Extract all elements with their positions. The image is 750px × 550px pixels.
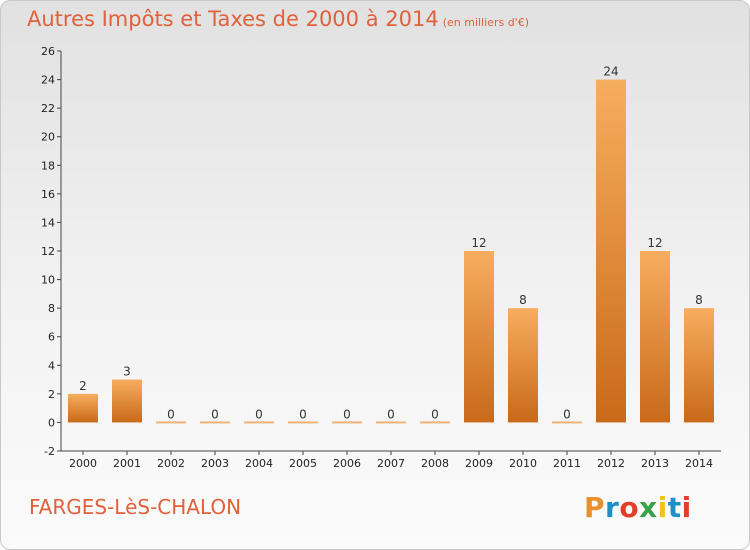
bar-2008 (420, 421, 450, 424)
y-tick-label: 16 (41, 188, 55, 201)
data-label-2005: 0 (299, 407, 307, 421)
y-tick-label: 14 (41, 216, 55, 229)
bar-2011 (552, 421, 582, 424)
bar-2014 (684, 308, 714, 423)
x-tick-label: 2006 (333, 457, 361, 470)
bar-2012 (596, 79, 626, 423)
y-tick-label: 10 (41, 274, 55, 287)
data-label-2011: 0 (563, 407, 571, 421)
chart-labels: 2 3 0 0 0 0 0 0 0 12 8 0 24 12 8 (79, 65, 703, 422)
bar-2007 (376, 421, 406, 424)
x-tick-label: 2008 (421, 457, 449, 470)
bar-2001 (112, 379, 142, 423)
x-tick-label: 2011 (553, 457, 581, 470)
bar-2013 (640, 251, 670, 423)
y-tick-label: 12 (41, 245, 55, 258)
x-tick-label: 2009 (465, 457, 493, 470)
x-tick-label: 2001 (113, 457, 141, 470)
y-tick-label: -2 (44, 445, 55, 458)
data-label-2004: 0 (255, 407, 263, 421)
data-label-2014: 8 (695, 293, 703, 307)
data-label-2008: 0 (431, 407, 439, 421)
proxiti-logo[interactable]: Proxiti (584, 491, 692, 524)
data-label-2003: 0 (211, 407, 219, 421)
brand-letter: i (681, 491, 692, 524)
y-tick-label: 8 (48, 302, 55, 315)
brand-letter: i (657, 491, 668, 524)
chart-bars (68, 79, 714, 424)
y-tick-label: 24 (41, 74, 55, 87)
bar-2009 (464, 251, 494, 423)
data-label-2006: 0 (343, 407, 351, 421)
data-label-2012: 24 (603, 65, 618, 79)
bar-2000 (68, 393, 98, 423)
brand-letter: t (667, 491, 682, 524)
bar-2006 (332, 421, 362, 424)
data-label-2009: 12 (471, 236, 486, 250)
brand-letter: o (619, 491, 640, 524)
brand-letter: r (605, 491, 620, 524)
y-tick-label: 6 (48, 331, 55, 344)
bar-2005 (288, 421, 318, 424)
y-tick-label: 2 (48, 388, 55, 401)
x-tick-label: 2007 (377, 457, 405, 470)
y-tick-label: 22 (41, 102, 55, 115)
bar-2010 (508, 308, 538, 423)
chart-title-text: Autres Impôts et Taxes de 2000 à 2014 (27, 7, 439, 31)
commune-name: FARGES-LèS-CHALON (29, 495, 242, 519)
data-label-2000: 2 (79, 379, 87, 393)
x-tick-label: 2012 (597, 457, 625, 470)
x-tick-label: 2013 (641, 457, 669, 470)
y-tick-label: 20 (41, 131, 55, 144)
bar-2003 (200, 421, 230, 424)
x-tick-label: 2005 (289, 457, 317, 470)
data-label-2001: 3 (123, 365, 131, 379)
y-tick-label: 0 (48, 416, 55, 429)
x-tick-label: 2004 (245, 457, 273, 470)
chart-unit: (en milliers d'€) (442, 16, 529, 29)
x-tick-label: 2000 (69, 457, 97, 470)
data-label-2010: 8 (519, 293, 527, 307)
y-tick-label: 18 (41, 159, 55, 172)
y-tick-label: 26 (41, 45, 55, 58)
chart-title: Autres Impôts et Taxes de 2000 à 2014 (en… (27, 7, 529, 31)
brand-letter: P (584, 491, 606, 524)
x-tick-label: 2010 (509, 457, 537, 470)
bar-2004 (244, 421, 274, 424)
data-label-2007: 0 (387, 407, 395, 421)
data-label-2013: 12 (647, 236, 662, 250)
data-label-2002: 0 (167, 407, 175, 421)
x-tick-label: 2002 (157, 457, 185, 470)
bar-2002 (156, 421, 186, 424)
brand-letter: x (639, 491, 658, 524)
x-tick-label: 2014 (685, 457, 713, 470)
x-tick-label: 2003 (201, 457, 229, 470)
y-tick-label: 4 (48, 359, 55, 372)
